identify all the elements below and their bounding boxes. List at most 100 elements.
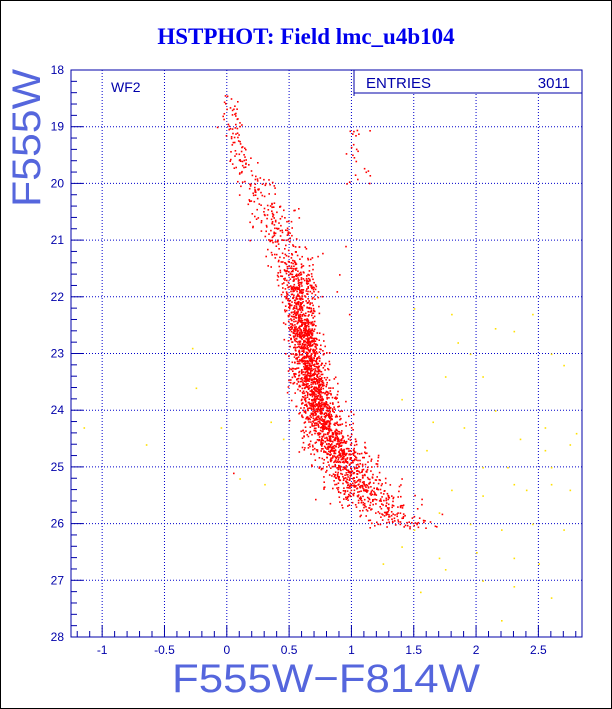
main-point [320,440,322,443]
main-point [293,346,295,349]
main-point [392,513,394,515]
main-point [303,345,306,347]
main-point [305,368,308,370]
main-point [318,439,320,442]
main-point [295,333,298,335]
main-point [295,405,297,408]
main-point [348,471,351,474]
main-point [364,451,366,454]
main-point [346,452,348,455]
main-point [330,429,333,432]
main-point [322,382,325,384]
main-point [322,425,325,428]
main-point [314,405,316,408]
main-point [337,439,340,442]
main-point [231,109,234,112]
main-point [323,415,326,418]
main-point [336,487,338,489]
main-point [312,417,315,419]
main-point [387,510,389,513]
main-point [307,257,309,260]
main-point [230,158,232,161]
main-point [299,281,301,284]
main-point [404,524,407,527]
main-point [370,490,373,493]
main-point [245,159,247,161]
main-point [328,439,330,442]
main-point [372,473,374,476]
faint-point [544,427,547,429]
main-point [372,499,374,501]
main-point [307,385,309,388]
main-point [304,368,307,371]
main-point [345,440,348,443]
main-point [299,313,301,316]
main-point [314,373,316,375]
main-point [323,412,326,415]
main-point [417,526,420,529]
main-point [336,415,339,418]
main-point [296,356,298,359]
main-point [241,170,243,173]
main-point [359,486,362,489]
main-point [314,382,316,384]
main-point [251,213,254,215]
main-point [334,471,337,473]
main-point [313,392,316,395]
main-point [324,433,327,436]
main-point [307,380,309,382]
main-point [307,383,309,385]
main-point [233,141,236,144]
main-point [386,492,389,495]
main-point [274,187,276,189]
main-point [311,334,314,336]
main-point [313,386,316,388]
main-point [402,515,405,518]
main-point [349,449,352,452]
main-point [378,479,381,481]
main-point [279,256,281,259]
main-point [311,412,313,415]
main-point [371,489,374,492]
main-point [349,487,351,489]
main-point [388,507,390,509]
main-point [350,473,352,476]
main-point [303,341,305,344]
main-point [326,376,329,379]
main-point [329,410,331,413]
main-point [301,255,303,258]
main-point [256,180,259,182]
main-point [335,477,337,479]
main-point [339,423,341,426]
main-point [341,461,344,463]
main-point [322,448,324,450]
main-point [286,279,288,282]
main-point [320,413,322,415]
main-point [318,436,321,438]
main-point [343,448,345,451]
main-point [302,298,304,300]
y-tick-label: 27 [51,573,65,587]
main-point [348,415,350,418]
main-point [353,444,356,447]
main-point [292,285,295,288]
main-point [231,128,234,130]
main-point [287,299,289,302]
main-point [341,507,344,509]
main-point [365,515,367,517]
main-point [336,435,338,438]
main-point [306,369,309,371]
main-point [312,405,315,408]
main-point [317,420,320,423]
main-point [280,224,282,227]
main-point [325,379,327,381]
main-point [318,369,321,371]
main-point [321,382,324,384]
main-point [363,482,365,485]
main-point [301,446,304,449]
main-point [230,98,233,100]
main-point [355,459,358,461]
main-point [274,257,277,259]
main-point [349,483,352,485]
main-point [297,377,300,380]
